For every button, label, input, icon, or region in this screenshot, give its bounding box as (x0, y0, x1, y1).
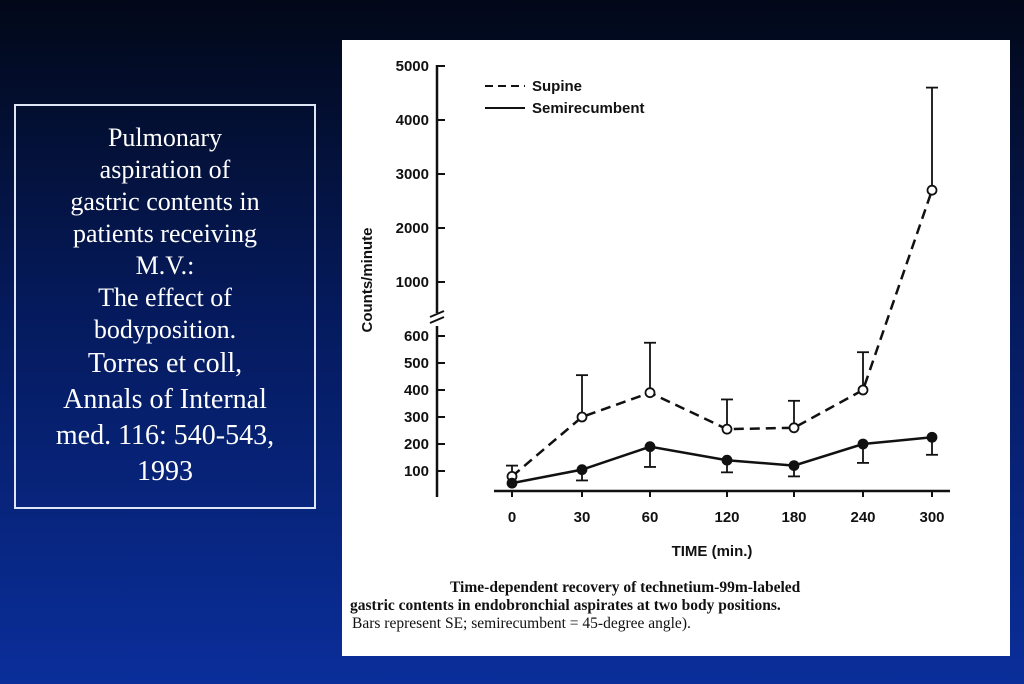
citation-line: med. 116: 540-543, (55, 420, 275, 451)
citation-box: Pulmonary aspiration of gastric contents… (14, 104, 316, 509)
data-point (721, 423, 733, 435)
x-axis-label: TIME (min.) (672, 543, 753, 560)
data-point (721, 454, 733, 466)
data-point (857, 384, 869, 396)
title-line: aspiration of (99, 155, 231, 184)
citation-line: Annals of Internal (63, 384, 267, 415)
title-line: Pulmonary (107, 123, 223, 152)
title-line: bodyposition. (93, 315, 237, 344)
legend-label: Semirecumbent (532, 100, 645, 117)
y-tick-label: 5000 (396, 58, 429, 75)
y-tick-label: 400 (404, 382, 429, 399)
x-tick-label: 120 (714, 509, 739, 526)
data-point (576, 411, 588, 423)
x-tick-label: 30 (574, 509, 591, 526)
y-tick-label: 300 (404, 409, 429, 426)
x-tick-label: 180 (781, 509, 806, 526)
citation-line: Torres et coll, (87, 348, 243, 379)
caption-line: gastric contents in endobronchial aspira… (350, 597, 781, 614)
data-point (788, 460, 800, 472)
data-point (857, 438, 869, 450)
y-tick-label: 500 (404, 355, 429, 372)
data-point (506, 477, 518, 489)
series-line-supine (511, 189, 934, 478)
y-tick-label: 3000 (396, 166, 429, 183)
data-point (644, 387, 656, 399)
caption-line: Bars represent SE; semirecumbent = 45-de… (352, 615, 691, 632)
x-tick-label: 0 (508, 509, 516, 526)
y-tick-label: 100 (404, 463, 429, 480)
x-tick-label: 300 (919, 509, 944, 526)
data-point (926, 184, 938, 196)
title-line: gastric contents in (70, 187, 260, 216)
legend: Supine Semirecumbent (485, 78, 645, 117)
title-line: patients receiving (72, 219, 258, 248)
y-axis-label: Counts/minute (359, 228, 376, 333)
chart-axes (429, 65, 950, 497)
citation-line: 1993 (137, 456, 193, 487)
legend-label: Supine (532, 78, 582, 95)
caption-line: Time-dependent recovery of technetium-99… (450, 579, 801, 596)
title-line: The effect of (98, 283, 232, 312)
data-point (926, 431, 938, 443)
data-point (576, 464, 588, 476)
chart-panel: 100 200 300 400 500 600 1000 2000 3000 4000 5000 0… (342, 40, 1010, 656)
data-point (644, 441, 656, 453)
x-ticks: 0 30 60 120 180 240 300 (508, 491, 945, 526)
data-point (788, 422, 800, 434)
series-layer (506, 86, 938, 489)
axis-break-mark (429, 310, 445, 318)
y-tick-label: 4000 (396, 112, 429, 129)
y-tick-label: 200 (404, 436, 429, 453)
y-ticks: 100 200 300 400 500 600 1000 2000 3000 4000 5000 (396, 58, 445, 480)
x-tick-label: 240 (850, 509, 875, 526)
x-tick-label: 60 (642, 509, 659, 526)
y-tick-label: 2000 (396, 220, 429, 237)
y-tick-label: 600 (404, 328, 429, 345)
title-line: M.V.: (135, 251, 195, 280)
y-tick-label: 1000 (396, 274, 429, 291)
axis-break-mark (429, 316, 445, 324)
